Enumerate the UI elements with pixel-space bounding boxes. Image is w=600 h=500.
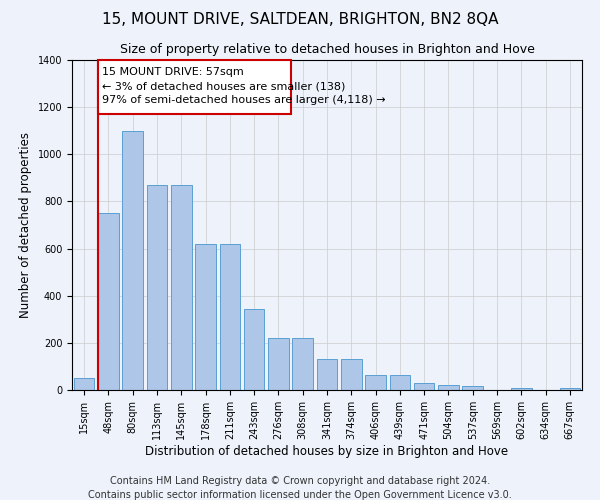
Bar [195, 244, 216, 390]
Bar [438, 386, 459, 390]
Bar [341, 360, 362, 390]
Bar [389, 374, 410, 390]
Bar [74, 378, 94, 390]
Text: 15 MOUNT DRIVE: 57sqm
← 3% of detached houses are smaller (138)
97% of semi-deta: 15 MOUNT DRIVE: 57sqm ← 3% of detached h… [102, 67, 385, 105]
Bar [365, 374, 386, 390]
Bar [292, 338, 313, 390]
Bar [171, 185, 191, 390]
FancyBboxPatch shape [98, 60, 290, 114]
Bar [122, 130, 143, 390]
Bar [268, 338, 289, 390]
Bar [244, 308, 265, 390]
X-axis label: Distribution of detached houses by size in Brighton and Hove: Distribution of detached houses by size … [145, 444, 509, 458]
Text: 15, MOUNT DRIVE, SALTDEAN, BRIGHTON, BN2 8QA: 15, MOUNT DRIVE, SALTDEAN, BRIGHTON, BN2… [102, 12, 498, 28]
Bar [511, 388, 532, 390]
Y-axis label: Number of detached properties: Number of detached properties [19, 132, 32, 318]
Bar [98, 213, 119, 390]
Title: Size of property relative to detached houses in Brighton and Hove: Size of property relative to detached ho… [119, 43, 535, 56]
Bar [317, 360, 337, 390]
Bar [414, 383, 434, 390]
Bar [220, 244, 240, 390]
Bar [560, 388, 580, 390]
Text: Contains HM Land Registry data © Crown copyright and database right 2024.
Contai: Contains HM Land Registry data © Crown c… [88, 476, 512, 500]
Bar [146, 185, 167, 390]
Bar [463, 386, 483, 390]
